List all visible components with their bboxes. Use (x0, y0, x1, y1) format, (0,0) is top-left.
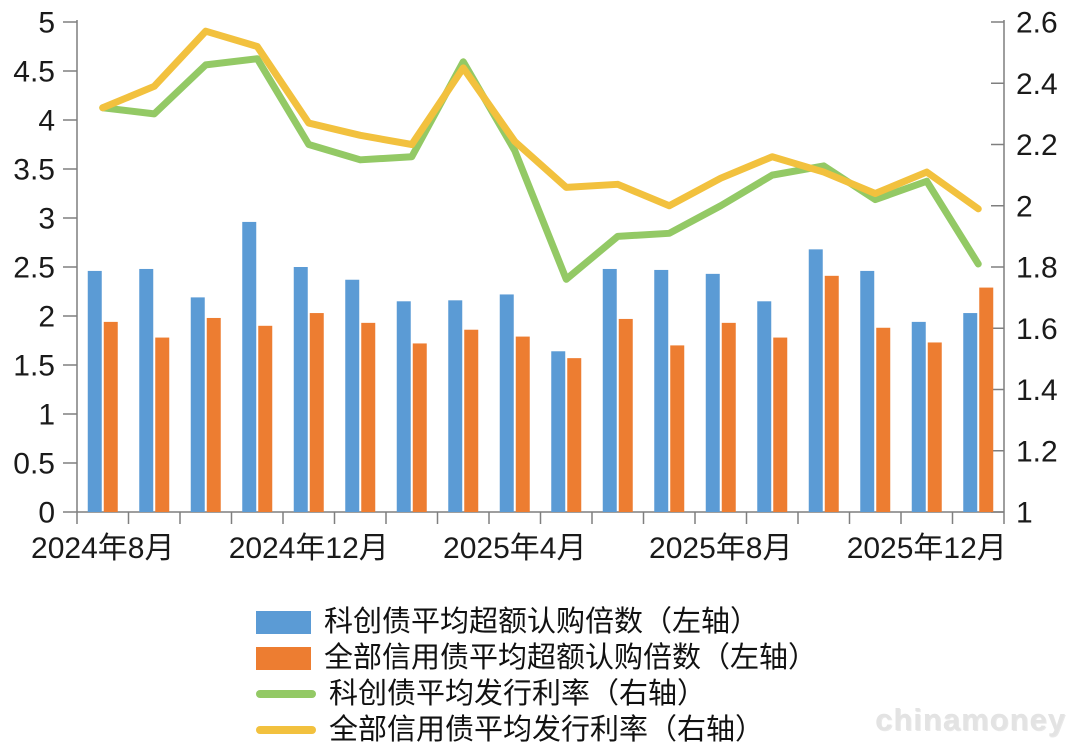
legend-item-tech-bond-bid-multiple: 科创债平均超额认购倍数（左轴） (256, 604, 817, 640)
svg-text:2: 2 (1016, 190, 1033, 223)
bar (860, 270, 875, 512)
bar (773, 337, 788, 512)
legend-swatch-orange-bar (256, 646, 311, 670)
bar (567, 358, 582, 512)
bar (206, 317, 221, 512)
bar-series-0 (87, 221, 978, 513)
bar (979, 287, 994, 512)
svg-text:2.4: 2.4 (1016, 68, 1058, 101)
bar (87, 270, 102, 512)
svg-text:3.5: 3.5 (13, 154, 55, 187)
bar (824, 275, 839, 512)
bar (618, 318, 633, 512)
chart-legend: 科创债平均超额认购倍数（左轴） 全部信用债平均超额认购倍数（左轴） 科创债平均发… (256, 604, 817, 748)
svg-text:2024年12月: 2024年12月 (229, 532, 389, 565)
bar (190, 297, 205, 512)
legend-swatch-blue-bar (256, 610, 311, 634)
svg-text:4: 4 (38, 105, 55, 138)
svg-text:0.5: 0.5 (13, 448, 55, 481)
bar (139, 268, 154, 512)
bar (963, 313, 978, 512)
bar (361, 322, 376, 512)
svg-text:3: 3 (38, 203, 55, 236)
bar (345, 279, 360, 512)
svg-text:0: 0 (38, 497, 55, 530)
svg-text:2.2: 2.2 (1016, 129, 1058, 162)
bar (412, 343, 427, 512)
svg-text:2.5: 2.5 (13, 252, 55, 285)
x-axis-ticks (76, 512, 1005, 524)
bar (757, 301, 772, 512)
legend-swatch-green-line (256, 690, 316, 698)
bar (876, 327, 891, 512)
bar (499, 294, 514, 512)
line-series-0 (99, 55, 982, 283)
bar (551, 351, 566, 512)
bar (911, 321, 926, 512)
svg-text:2.6: 2.6 (1016, 7, 1058, 40)
svg-text:4.5: 4.5 (13, 56, 55, 89)
bar (464, 329, 479, 512)
svg-text:1.2: 1.2 (1016, 435, 1058, 468)
bar (448, 300, 463, 512)
bar (242, 221, 257, 513)
svg-text:1: 1 (38, 399, 55, 432)
bar (670, 345, 685, 512)
svg-text:1.4: 1.4 (1016, 374, 1058, 407)
bar (155, 337, 170, 512)
bar (258, 325, 273, 512)
bar (927, 342, 942, 512)
svg-text:2025年4月: 2025年4月 (443, 532, 586, 565)
svg-text:5: 5 (38, 7, 55, 40)
svg-text:2024年8月: 2024年8月 (31, 532, 174, 565)
legend-label-all-credit-bond-coupon-rate: 全部信用债平均发行利率（右轴） (329, 713, 765, 746)
bar (721, 322, 736, 512)
legend-item-tech-bond-coupon-rate: 科创债平均发行利率（右轴） (256, 676, 817, 712)
bar-series-1 (103, 275, 994, 512)
combo-chart-canvas: 0 0.5 1 1.5 2 2.5 3 3.5 4 4.5 5 1 1.2 1.4 1.6 1.8 2 2.2 2.… (13, 7, 1058, 566)
line-series-1 (99, 27, 982, 213)
bar (103, 321, 118, 512)
svg-text:1.6: 1.6 (1016, 313, 1058, 346)
legend-label-all-credit-bond-bid-multiple: 全部信用债平均超额认购倍数（左轴） (324, 641, 818, 674)
svg-text:1.5: 1.5 (13, 350, 55, 383)
watermark: chinamoney (875, 702, 1066, 737)
legend-swatch-yellow-line (256, 726, 316, 734)
bar (808, 249, 823, 513)
bar (705, 273, 720, 512)
svg-text:1.8: 1.8 (1016, 252, 1058, 285)
svg-text:1: 1 (1016, 497, 1033, 530)
svg-text:2: 2 (38, 301, 55, 334)
bar (654, 269, 669, 512)
bar (396, 301, 411, 512)
legend-label-tech-bond-bid-multiple: 科创债平均超额认购倍数（左轴） (324, 605, 760, 638)
svg-text:2025年8月: 2025年8月 (649, 532, 792, 565)
left-axis: 0 0.5 1 1.5 2 2.5 3 3.5 4 4.5 5 (13, 7, 77, 530)
bar (515, 336, 530, 512)
bar (293, 267, 308, 512)
legend-item-all-credit-bond-coupon-rate: 全部信用债平均发行利率（右轴） (256, 712, 817, 748)
svg-text:2025年12月: 2025年12月 (847, 532, 1007, 565)
bar (309, 313, 324, 512)
right-axis: 1 1.2 1.4 1.6 1.8 2 2.2 2.4 2.6 (991, 7, 1058, 530)
legend-label-tech-bond-coupon-rate: 科创债平均发行利率（右轴） (329, 677, 707, 710)
bar (602, 268, 617, 512)
x-axis-labels: 2024年8月 2024年12月 2025年4月 2025年8月 2025年12月 (31, 532, 1007, 565)
legend-item-all-credit-bond-bid-multiple: 全部信用债平均超额认购倍数（左轴） (256, 640, 817, 676)
